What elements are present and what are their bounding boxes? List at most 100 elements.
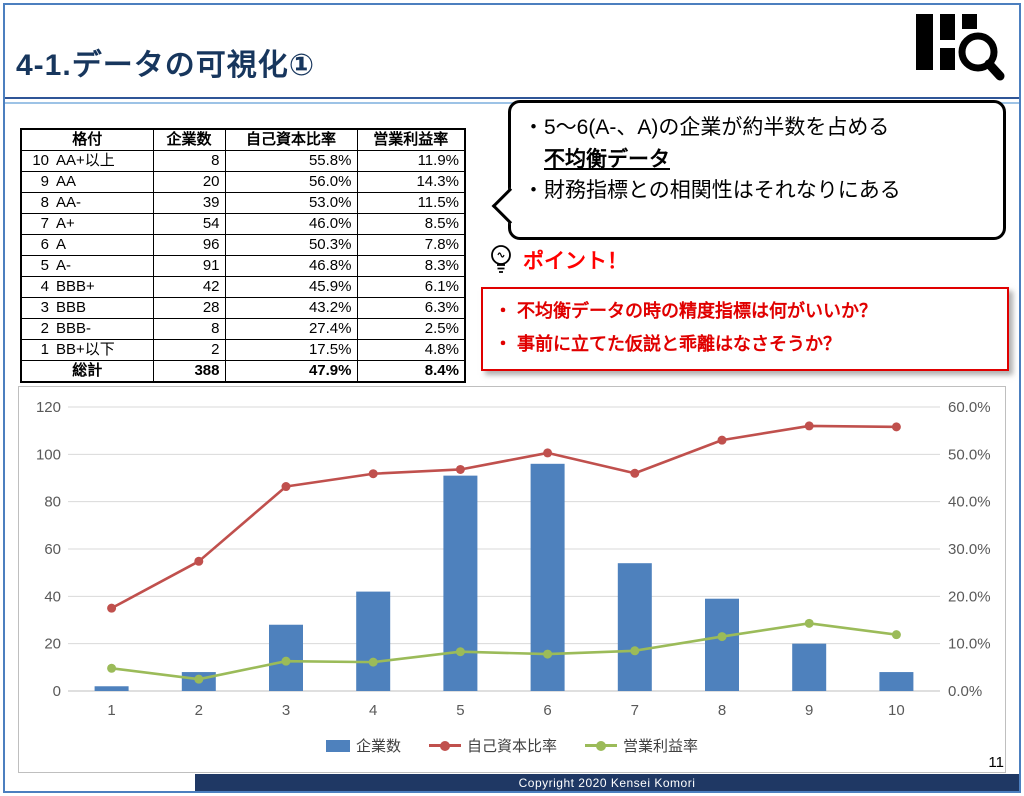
data-point [194, 556, 204, 566]
table-row: 9 AA 20 56.0% 14.3% [20, 171, 466, 193]
logo-icon [916, 14, 1005, 81]
line-series [110, 424, 897, 610]
table-cell: 2 BBB- [20, 318, 154, 340]
callout-emphasis: 不均衡データ [544, 147, 670, 171]
right-axis-label: 10.0% [948, 636, 991, 653]
table-cell: 2.5% [356, 318, 466, 340]
callout-line1: ・5～6(A-、A)の企業が約半数を占める [523, 116, 890, 139]
data-point [804, 618, 814, 628]
x-axis-label: 10 [888, 702, 905, 719]
legend-dot [439, 740, 450, 751]
table-cell: 4 BBB+ [20, 276, 154, 298]
table-row: 8 AA- 39 53.0% 11.5% [20, 192, 466, 214]
left-axis-label: 100 [36, 446, 61, 463]
table-cell: 4.8% [356, 339, 466, 361]
table-cell: 27.4% [224, 318, 358, 340]
data-point [543, 448, 553, 458]
data-point [630, 646, 640, 656]
chart-legend: 企業数 自己資本比率 営業利益率 [19, 735, 1005, 756]
bar [705, 598, 739, 691]
table-cell: 53.0% [224, 192, 358, 214]
total-margin: 8.4% [356, 360, 466, 383]
table-cell: 54 [152, 213, 226, 235]
table-row: 10 AA+以上 8 55.8% 11.9% [20, 150, 466, 172]
table-cell: 96 [152, 234, 226, 256]
x-axis-label: 3 [282, 702, 290, 719]
header-equity: 自己資本比率 [224, 128, 358, 151]
x-axis-label: 1 [107, 702, 115, 719]
x-axis-label: 6 [543, 702, 551, 719]
table-cell: 8 AA- [20, 192, 154, 214]
left-axis-label: 40 [44, 588, 61, 605]
bar [879, 672, 914, 691]
right-axis-label: 0.0% [948, 683, 982, 700]
data-point [281, 656, 291, 666]
table-cell: 7.8% [356, 234, 466, 256]
right-axis-label: 30.0% [948, 541, 991, 558]
table-row: 4 BBB+ 42 45.9% 6.1% [20, 276, 466, 298]
bar-swatch [325, 739, 350, 752]
table-row: 6 A 96 50.3% 7.8% [20, 234, 466, 256]
data-point [368, 657, 378, 667]
legend-dot [596, 740, 606, 751]
table-row: 7 A+ 54 46.0% 8.5% [20, 213, 466, 235]
right-axis-label: 50.0% [948, 446, 991, 463]
table-cell: 9 AA [20, 171, 154, 193]
data-point [717, 435, 727, 445]
combo-chart-svg: 0 0.0% 20 10.0% 40 20.0% 60 30.0% 80 40.0% 100 50.0… [36, 399, 991, 719]
point-header: ポイント！ [486, 243, 628, 277]
table-cell: 45.9% [224, 276, 358, 298]
table-cell: 10 AA+以上 [20, 150, 154, 172]
table-cell: 11.9% [356, 150, 466, 172]
bar [443, 475, 478, 691]
data-point [107, 663, 117, 673]
data-point [455, 647, 465, 657]
bar [617, 563, 652, 691]
x-axis-label: 5 [456, 702, 464, 719]
data-point [281, 482, 291, 492]
table-cell: 42 [152, 276, 226, 298]
total-label: 総計 [20, 360, 154, 383]
line-swatch-equity [428, 740, 461, 751]
legend-label-margin: 営業利益率 [623, 738, 699, 755]
table-cell: 8 [152, 150, 226, 172]
data-point [717, 632, 727, 642]
bar [94, 686, 129, 691]
line-series [111, 622, 897, 681]
data-point [891, 422, 901, 432]
point-box: ・ 不均衡データの時の精度指標は何がいいか？ ・ 事前に立てた仮説と乖離はなさそ… [481, 287, 1009, 371]
data-point [194, 674, 204, 684]
bar [792, 643, 827, 691]
left-axis-label: 0 [53, 683, 61, 700]
total-equity: 47.9% [224, 360, 358, 383]
table-header-row: 格付 企業数 自己資本比率 営業利益率 [20, 128, 466, 151]
table-cell: 55.8% [224, 150, 358, 172]
table-cell: 3 BBB [20, 297, 154, 319]
left-axis-label: 60 [44, 541, 61, 558]
header-margin: 営業利益率 [356, 128, 466, 151]
bar [356, 591, 391, 691]
table-cell: 50.3% [224, 234, 358, 256]
data-point [455, 464, 465, 474]
table-total-row: 総計 388 47.9% 8.4% [20, 360, 466, 383]
table-cell: 5 A- [20, 255, 154, 277]
data-point [804, 421, 814, 431]
left-axis-label: 120 [36, 399, 61, 416]
left-axis-label: 80 [44, 494, 61, 511]
x-axis-label: 9 [805, 702, 813, 719]
data-point [891, 630, 901, 640]
table-cell: 2 [152, 339, 226, 361]
table-row: 2 BBB- 8 27.4% 2.5% [20, 318, 466, 340]
lightbulb-icon [491, 245, 511, 273]
data-point [368, 469, 378, 479]
data-point [630, 468, 640, 478]
table-cell: 6.3% [356, 297, 466, 319]
line-swatch-margin [585, 740, 617, 751]
legend-label-equity: 自己資本比率 [466, 738, 557, 755]
page-title: 4-1.データの可視化① [16, 49, 316, 82]
table-row: 5 A- 91 46.8% 8.3% [20, 255, 466, 277]
table-cell: 8.5% [356, 213, 466, 235]
header-grade: 格付 [20, 128, 154, 151]
left-axis-label: 20 [44, 636, 61, 653]
